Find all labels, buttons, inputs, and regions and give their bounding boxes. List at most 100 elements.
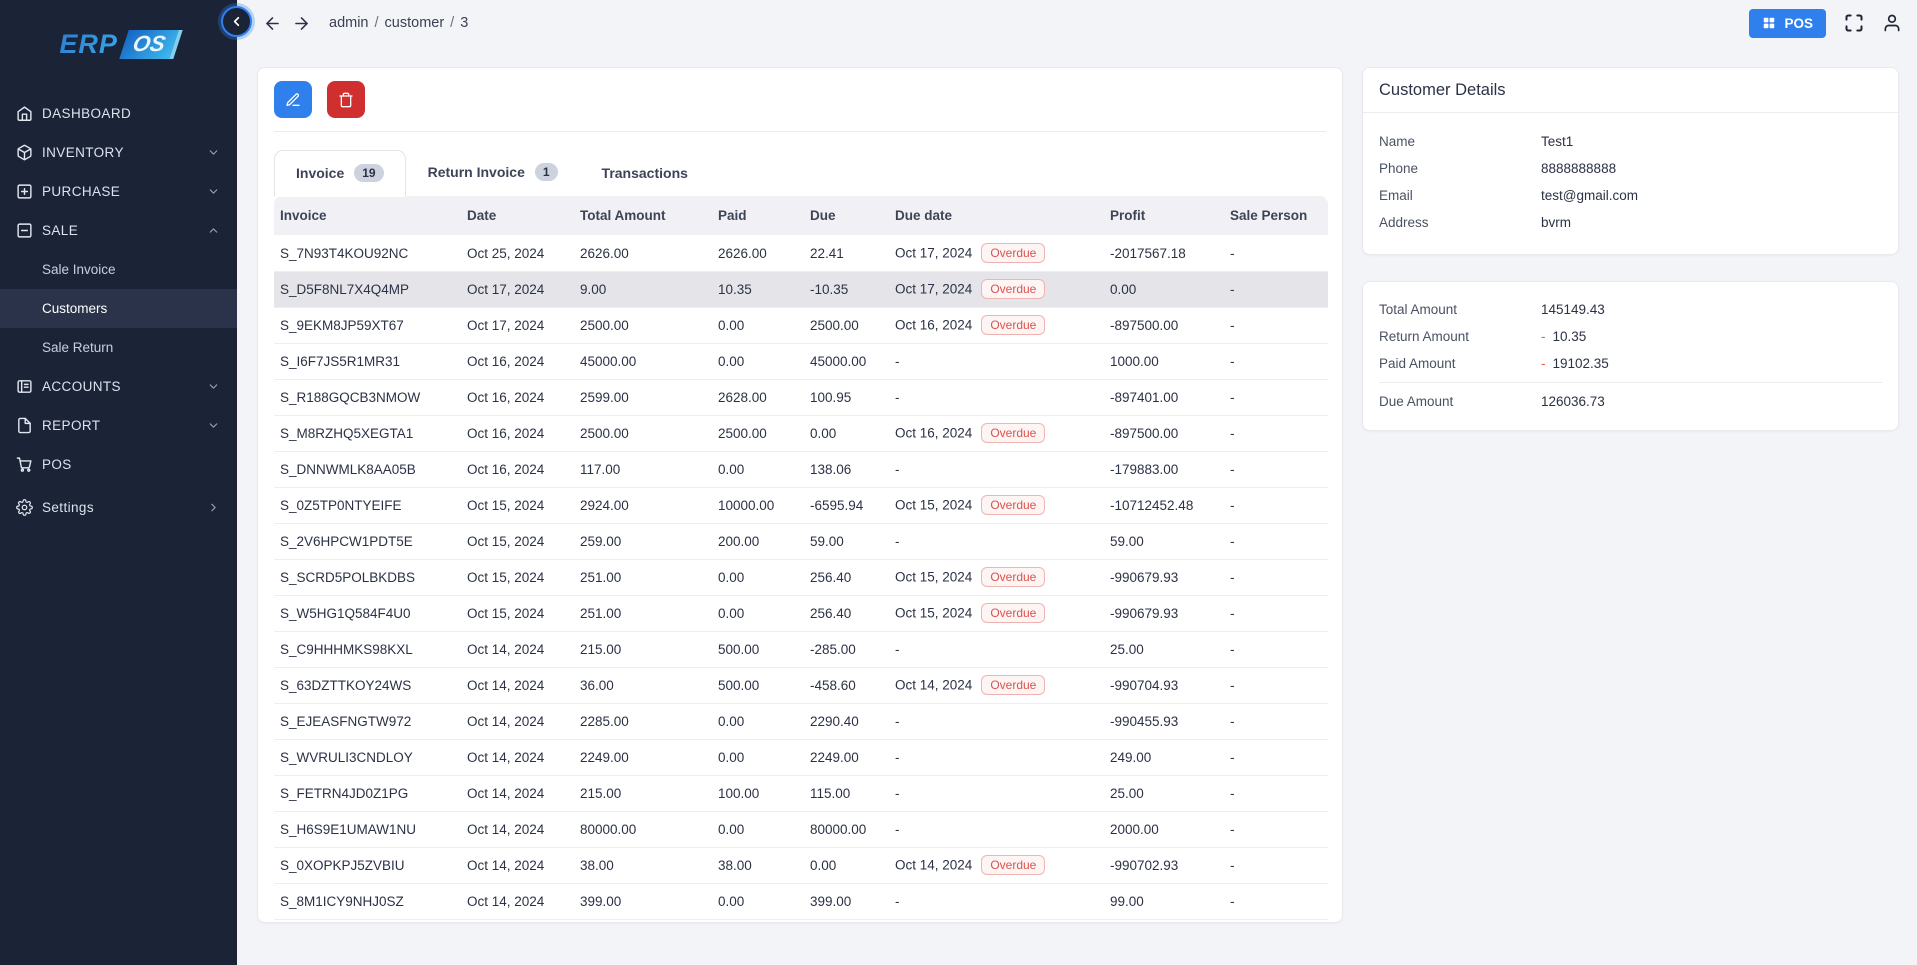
cell-due: 100.95 bbox=[804, 379, 889, 416]
cell-date: Oct 25, 2024 bbox=[461, 235, 574, 272]
summary-amount: 145149.43 bbox=[1541, 302, 1605, 317]
edit-customer-button[interactable] bbox=[274, 81, 312, 118]
cell-invoice: S_H6S9E1UMAW1NU bbox=[274, 811, 461, 848]
summary-amount: 126036.73 bbox=[1541, 394, 1605, 409]
customer-details-title: Customer Details bbox=[1379, 81, 1506, 99]
cell-profit: -10712452.48 bbox=[1104, 487, 1224, 524]
cell-sale-person: - bbox=[1224, 883, 1328, 920]
invoice-row-S_FETRN4JD0Z1PG[interactable]: S_FETRN4JD0Z1PG Oct 14, 2024 215.00 100.00 1… bbox=[274, 775, 1328, 812]
overdue-badge: Overdue bbox=[981, 855, 1046, 876]
cell-due: 22.41 bbox=[804, 235, 889, 272]
tab-transactions[interactable]: Transactions bbox=[580, 151, 710, 196]
overdue-badge: Overdue bbox=[981, 567, 1046, 588]
cell-paid: 200.00 bbox=[712, 523, 804, 560]
main-area: admin / customer / 3 POS bbox=[221, 0, 1917, 965]
invoice-row-S_8M1ICY9NHJ0SZ[interactable]: S_8M1ICY9NHJ0SZ Oct 14, 2024 399.00 0.00 399… bbox=[274, 883, 1328, 920]
sidebar-item-pos[interactable]: POS bbox=[0, 445, 237, 484]
invoice-row-S_I6F7JS5R1MR31[interactable]: S_I6F7JS5R1MR31 Oct 16, 2024 45000.00 0.00 4… bbox=[274, 343, 1328, 380]
sidebar-item-accounts[interactable]: ACCOUNTS bbox=[0, 367, 237, 406]
summary-value: 145149.43 bbox=[1541, 296, 1605, 323]
cell-due: 0.00 bbox=[804, 415, 889, 452]
cell-profit: -897500.00 bbox=[1104, 415, 1224, 452]
invoice-row-S_W5HG1Q584F4U0[interactable]: S_W5HG1Q584F4U0 Oct 15, 2024 251.00 0.00 256… bbox=[274, 595, 1328, 632]
cell-due: -10.35 bbox=[804, 271, 889, 308]
invoice-row-S_D5F8NL7X4Q4MP[interactable]: S_D5F8NL7X4Q4MP Oct 17, 2024 9.00 10.35 -10.… bbox=[274, 271, 1328, 308]
invoice-row-S_63DZTTKOY24WS[interactable]: S_63DZTTKOY24WS Oct 14, 2024 36.00 500.00 -4… bbox=[274, 667, 1328, 704]
sidebar-subitem-sale-return[interactable]: Sale Return bbox=[42, 340, 114, 355]
cell-due: 399.00 bbox=[804, 883, 889, 920]
breadcrumb-item-3[interactable]: 3 bbox=[460, 15, 469, 31]
invoice-row-S_SCRD5POLBKDBS[interactable]: S_SCRD5POLBKDBS Oct 15, 2024 251.00 0.00 256… bbox=[274, 559, 1328, 596]
cell-paid: 2500.00 bbox=[712, 415, 804, 452]
sidebar-subitem-sale-invoice[interactable]: Sale Invoice bbox=[42, 262, 116, 277]
due-date-text: - bbox=[895, 713, 900, 729]
invoice-row-S_WVRULI3CNDLOY[interactable]: S_WVRULI3CNDLOY Oct 14, 2024 2249.00 0.00 22… bbox=[274, 739, 1328, 776]
cell-due-date: - bbox=[889, 739, 1104, 776]
invoice-row-S_0XOPKPJ5ZVBIU[interactable]: S_0XOPKPJ5ZVBIU Oct 14, 2024 38.00 38.00 0.0… bbox=[274, 847, 1328, 884]
chevron-left-icon bbox=[233, 16, 240, 27]
breadcrumb-separator: / bbox=[374, 15, 379, 31]
cell-invoice: S_W5HG1Q584F4U0 bbox=[274, 595, 461, 632]
cell-due: 45000.00 bbox=[804, 343, 889, 380]
delete-customer-button[interactable] bbox=[327, 81, 365, 118]
tab-return-invoice[interactable]: Return Invoice 1 bbox=[406, 149, 580, 196]
invoice-row-S_M8RZHQ5XEGTA1[interactable]: S_M8RZHQ5XEGTA1 Oct 16, 2024 2500.00 2500.0… bbox=[274, 415, 1328, 452]
cell-date: Oct 16, 2024 bbox=[461, 451, 574, 488]
cell-sale-person: - bbox=[1224, 595, 1328, 632]
chevron-right-icon bbox=[207, 501, 220, 514]
cell-invoice: S_9EKM8JP59XT67 bbox=[274, 307, 461, 344]
breadcrumb-item-customer[interactable]: customer bbox=[384, 15, 445, 31]
tab-count-badge: 19 bbox=[354, 164, 384, 183]
cell-date: Oct 15, 2024 bbox=[461, 595, 574, 632]
cell-total: 2599.00 bbox=[574, 379, 712, 416]
summary-amount: 10.35 bbox=[1552, 329, 1587, 344]
sidebar-item-report[interactable]: REPORT bbox=[0, 406, 237, 445]
topbar: admin / customer / 3 POS bbox=[237, 0, 1917, 46]
overdue-badge: Overdue bbox=[981, 423, 1046, 444]
cell-profit: -179883.00 bbox=[1104, 451, 1224, 488]
invoice-row-S_R188GQCB3NMOW[interactable]: S_R188GQCB3NMOW Oct 16, 2024 2599.00 2628.0… bbox=[274, 379, 1328, 416]
cell-due-date: Oct 16, 2024 Overdue bbox=[889, 307, 1104, 344]
cell-sale-person: - bbox=[1224, 487, 1328, 524]
sidebar-collapse-button[interactable] bbox=[221, 6, 252, 37]
field-label: Address bbox=[1379, 215, 1429, 230]
summary-row-paid-amount: Paid Amount -19102.35 bbox=[1379, 350, 1882, 377]
fullscreen-button[interactable] bbox=[1844, 13, 1864, 33]
sidebar-subitem-customers[interactable]: Customers bbox=[0, 289, 237, 328]
cell-invoice: S_C9HHHMKS98KXL bbox=[274, 631, 461, 668]
cell-paid: 500.00 bbox=[712, 631, 804, 668]
invoice-row-S_H6S9E1UMAW1NU[interactable]: S_H6S9E1UMAW1NU Oct 14, 2024 80000.00 0.00 8… bbox=[274, 811, 1328, 848]
cell-invoice: S_SCRD5POLBKDBS bbox=[274, 559, 461, 596]
invoice-row-S_9EKM8JP59XT67[interactable]: S_9EKM8JP59XT67 Oct 17, 2024 2500.00 0.00 25… bbox=[274, 307, 1328, 344]
pos-button[interactable]: POS bbox=[1749, 8, 1826, 38]
invoice-row-S_0Z5TP0NTYEIFE[interactable]: S_0Z5TP0NTYEIFE Oct 15, 2024 2924.00 10000.… bbox=[274, 487, 1328, 524]
cell-paid: 0.00 bbox=[712, 559, 804, 596]
invoice-row-S_C9HHHMKS98KXL[interactable]: S_C9HHHMKS98KXL Oct 14, 2024 215.00 500.00-… bbox=[274, 631, 1328, 668]
cell-invoice: S_0Z5TP0NTYEIFE bbox=[274, 487, 461, 524]
invoice-row-S_EJEASFNGTW972[interactable]: S_EJEASFNGTW972 Oct 14, 2024 2285.00 0.00 22… bbox=[274, 703, 1328, 740]
invoice-row-S_DNNWMLK8AA05B[interactable]: S_DNNWMLK8AA05B Oct 16, 2024 117.00 0.00 138… bbox=[274, 451, 1328, 488]
tab-invoice[interactable]: Invoice 19 bbox=[274, 150, 406, 198]
cell-profit: -990704.93 bbox=[1104, 667, 1224, 704]
cell-due: 115.00 bbox=[804, 775, 889, 812]
sidebar-item-sale[interactable]: SALE bbox=[0, 211, 237, 250]
cell-due-date: Oct 15, 2024 Overdue bbox=[889, 559, 1104, 596]
cell-due: 59.00 bbox=[804, 523, 889, 560]
sidebar-item-purchase[interactable]: PURCHASE bbox=[0, 172, 237, 211]
tab-label: Invoice bbox=[296, 165, 345, 182]
sidebar-item-inventory[interactable]: INVENTORY bbox=[0, 133, 237, 172]
summary-label: Return Amount bbox=[1379, 329, 1470, 344]
summary-row-total-amount: Total Amount 145149.43 bbox=[1379, 296, 1882, 323]
breadcrumb-item-admin[interactable]: admin bbox=[329, 15, 369, 31]
sidebar-item-settings[interactable]: Settings bbox=[0, 488, 237, 527]
invoice-row-S_7N93T4KOU92NC[interactable]: S_7N93T4KOU92NC Oct 25, 2024 2626.00 2626.0… bbox=[274, 235, 1328, 272]
due-date-text: - bbox=[895, 893, 900, 909]
history-back-icon[interactable] bbox=[263, 14, 282, 33]
invoice-row-S_2V6HPCW1PDT5E[interactable]: S_2V6HPCW1PDT5E Oct 15, 2024 259.00 200.00 5… bbox=[274, 523, 1328, 560]
history-forward-icon[interactable] bbox=[292, 14, 311, 33]
column-header-due-date: Due date bbox=[889, 196, 1104, 236]
user-menu-button[interactable] bbox=[1882, 13, 1902, 33]
sidebar-item-dashboard[interactable]: DASHBOARD bbox=[0, 94, 237, 133]
pencil-icon bbox=[286, 92, 300, 106]
content: Invoice 19 Return Invoice 1 Transactions Inv… bbox=[237, 46, 1917, 923]
